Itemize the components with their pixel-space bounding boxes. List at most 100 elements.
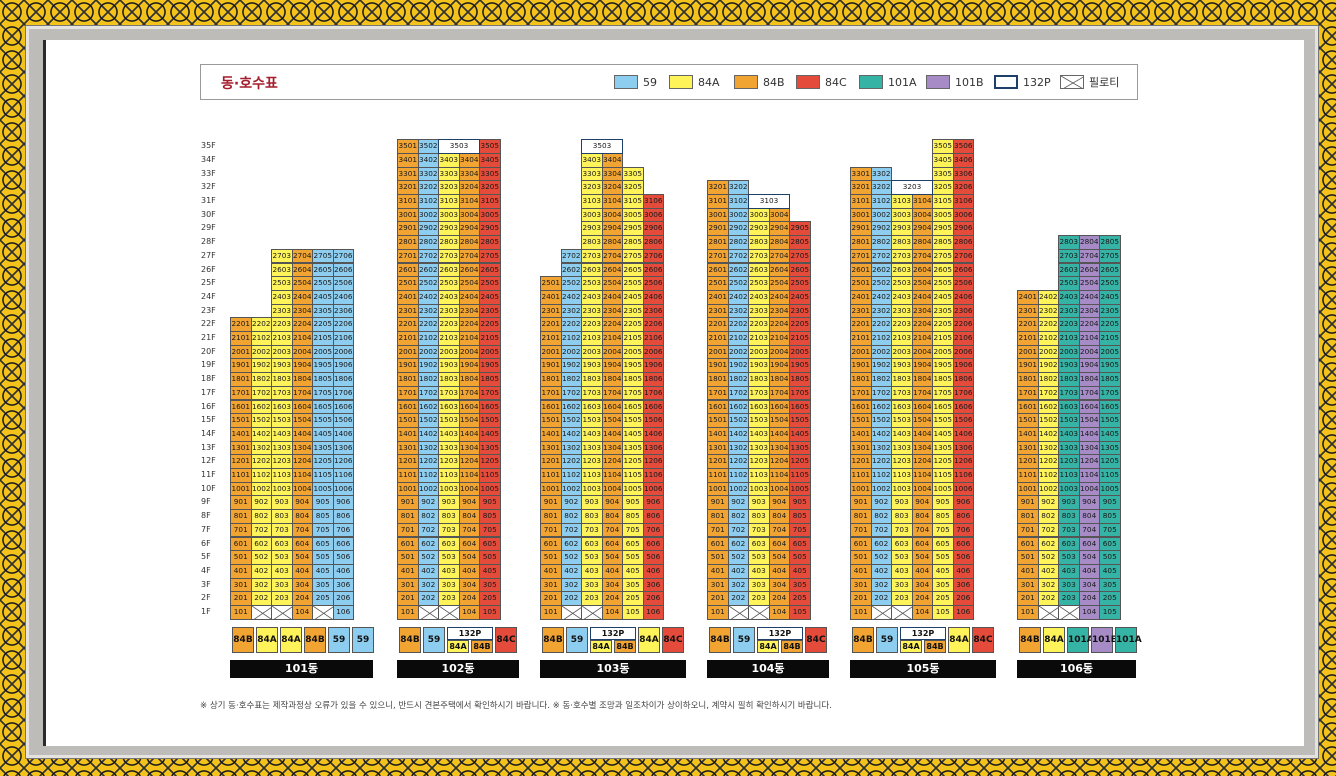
unit-cell: 2406: [332, 289, 354, 305]
piloti-cell: [1037, 605, 1059, 620]
unit-cell: 1004: [601, 481, 623, 497]
unit-cell: 1604: [291, 399, 313, 415]
floor-label: 26F: [201, 264, 216, 274]
unit-cell: 2204: [458, 317, 480, 332]
unit-cell: 1101: [707, 468, 729, 483]
unit-cell: 2403: [748, 289, 770, 305]
unit-cell: 104: [291, 605, 313, 620]
unit-cell: 2102: [417, 331, 439, 346]
unit-cell: 503: [438, 550, 460, 565]
unit-cell: 2205: [1099, 317, 1121, 332]
unit-cell: 2904: [601, 221, 623, 237]
unit-cell: 2002: [560, 344, 582, 360]
unit-cell: 104: [911, 605, 933, 620]
building-name-bar: 105동: [850, 660, 996, 678]
type-box: 84C: [805, 627, 827, 653]
unit-cell: 505: [932, 550, 954, 565]
unit-cell: 1503: [891, 413, 913, 428]
unit-cell: 1305: [932, 440, 954, 456]
unit-cell: 2503: [271, 276, 293, 291]
unit-cell: 2204: [1078, 317, 1100, 332]
penthouse-cell: 3103: [748, 194, 790, 209]
legend-item-132P: 132P: [994, 74, 1051, 90]
unit-cell: 2105: [789, 331, 811, 346]
unit-cell: 505: [789, 550, 811, 565]
unit-cell: 2605: [789, 262, 811, 278]
unit-cell: 1204: [768, 454, 790, 469]
legend-item-101B: 101B: [926, 74, 984, 90]
unit-cell: 1705: [1099, 385, 1121, 401]
unit-cell: 3303: [438, 166, 460, 182]
unit-cell: 1306: [642, 440, 664, 456]
unit-cell: 701: [850, 522, 872, 538]
unit-cell: 1604: [768, 399, 790, 415]
unit-cell: 1303: [748, 440, 770, 456]
unit-cell: 805: [789, 509, 811, 524]
legend-label: 84A: [698, 75, 720, 89]
unit-cell: 1404: [911, 426, 933, 442]
unit-cell: 303: [891, 577, 913, 593]
unit-cell: 701: [230, 522, 252, 538]
unit-cell: 1205: [622, 454, 644, 469]
unit-cell: 1203: [581, 454, 603, 469]
unit-cell: 1503: [271, 413, 293, 428]
unit-cell: 1201: [540, 454, 562, 469]
unit-cell: 1903: [271, 358, 293, 374]
unit-cell: 1804: [911, 372, 933, 387]
unit-cell: 2706: [332, 248, 354, 264]
floor-label: 19F: [201, 360, 216, 370]
unit-cell: 1401: [540, 426, 562, 442]
unit-cell: 504: [458, 550, 480, 565]
unit-cell: 2203: [271, 317, 293, 332]
unit-cell: 405: [622, 563, 644, 579]
unit-cell: 1302: [870, 440, 892, 456]
unit-cell: 702: [560, 522, 582, 538]
unit-cell: 1804: [291, 372, 313, 387]
unit-cell: 1304: [768, 440, 790, 456]
building-name-bar: 106동: [1017, 660, 1136, 678]
unit-cell: 1902: [417, 358, 439, 374]
type-box: 84B: [1019, 627, 1041, 653]
unit-cell: 3205: [622, 180, 644, 195]
unit-cell: 1206: [952, 454, 974, 469]
unit-cell: 2605: [622, 262, 644, 278]
unit-cell: 2704: [768, 248, 790, 264]
unit-cell: 1402: [727, 426, 749, 442]
unit-cell: 401: [707, 563, 729, 579]
unit-cell: 106: [952, 605, 974, 620]
unit-cell: 404: [291, 563, 313, 579]
unit-cell: 1104: [601, 468, 623, 483]
unit-cell: 1603: [1058, 399, 1080, 415]
unit-cell: 402: [560, 563, 582, 579]
unit-cell: 1204: [458, 454, 480, 469]
unit-cell: 804: [291, 509, 313, 524]
unit-cell: 702: [870, 522, 892, 538]
unit-cell: 1201: [850, 454, 872, 469]
unit-cell: 2205: [622, 317, 644, 332]
unit-cell: 906: [952, 495, 974, 511]
unit-cell: 2205: [789, 317, 811, 332]
unit-cell: 701: [1017, 522, 1039, 538]
unit-cell: 401: [397, 563, 419, 579]
legend-swatch-84C: [796, 75, 820, 89]
unit-cell: 2902: [727, 221, 749, 237]
unit-cell: 1203: [1058, 454, 1080, 469]
unit-cell: 1302: [250, 440, 272, 456]
unit-cell: 2506: [952, 276, 974, 291]
unit-cell: 2003: [748, 344, 770, 360]
unit-cell: 1205: [789, 454, 811, 469]
unit-cell: 203: [438, 591, 460, 606]
type-box: 84A: [256, 627, 278, 653]
unit-cell: 1603: [891, 399, 913, 415]
unit-cell: 2902: [870, 221, 892, 237]
unit-cell: 1603: [438, 399, 460, 415]
unit-cell: 1602: [250, 399, 272, 415]
unit-cell: 903: [1058, 495, 1080, 511]
unit-cell: 204: [458, 591, 480, 606]
legend-swatch-101B: [926, 75, 950, 89]
unit-cell: 3101: [397, 194, 419, 209]
unit-cell: 903: [438, 495, 460, 511]
unit-cell: 703: [581, 522, 603, 538]
unit-cell: 1004: [1078, 481, 1100, 497]
unit-cell: 1105: [932, 468, 954, 483]
